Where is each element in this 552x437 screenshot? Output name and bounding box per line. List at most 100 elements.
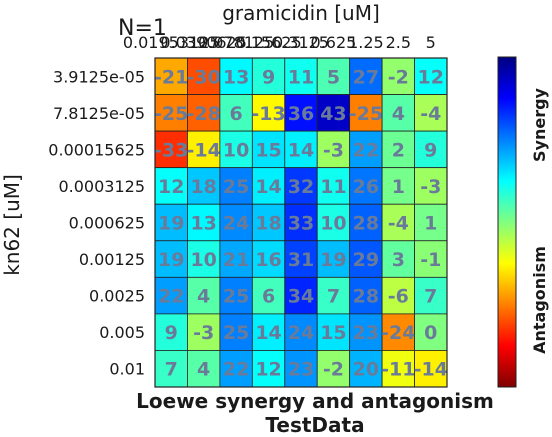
y-tick-label: 0.005 xyxy=(99,323,145,342)
heatmap-cell xyxy=(414,350,448,388)
cell-value-label: -33 xyxy=(154,139,188,161)
cell-value-label: 10 xyxy=(190,249,216,271)
x-tick-label: 1.25 xyxy=(348,33,384,52)
heatmap-cell xyxy=(154,167,188,205)
x-tick-label: 0.0390625 xyxy=(160,33,247,52)
cell-value-label: 43 xyxy=(320,103,346,125)
n-label: N=1 xyxy=(118,16,167,41)
heatmap-cell xyxy=(349,203,383,242)
cell-value-label: 9 xyxy=(262,66,275,88)
x-tick-label: 0.625 xyxy=(311,33,357,52)
plot-border xyxy=(154,57,448,388)
cell-value-label: 21 xyxy=(223,249,249,271)
cell-value-label: -3 xyxy=(420,176,441,198)
colorbar-label-antagonism: Antagonism xyxy=(530,246,549,354)
cell-value-label: 19 xyxy=(158,249,184,271)
cell-value-label: 12 xyxy=(418,66,444,88)
cell-value-label: 0 xyxy=(424,322,437,344)
cell-value-label: 18 xyxy=(190,176,216,198)
heatmap-cell xyxy=(154,130,188,169)
x-tick-label: 0.078125 xyxy=(198,33,274,52)
heatmap-cell xyxy=(381,313,415,351)
heatmap-cell xyxy=(381,130,415,169)
heatmap-cell xyxy=(349,313,383,351)
cell-value-label: 25 xyxy=(223,176,249,198)
cell-value-label: 33 xyxy=(288,213,314,235)
heatmap-cell xyxy=(316,167,351,205)
heatmap-cell xyxy=(219,203,253,242)
chart-title-line-1: Loewe synergy and antagonism xyxy=(136,389,494,413)
cell-value-label: 26 xyxy=(353,176,379,198)
heatmap-cell xyxy=(251,313,286,351)
x-tick-label: 2.5 xyxy=(386,33,411,52)
heatmap-cell xyxy=(414,276,448,315)
cell-value-label: 11 xyxy=(288,66,314,88)
heatmap-cell xyxy=(187,94,221,132)
y-tick-labels: 3.9125e-05 7.8125e-05 0.00015625 0.0003125 0… xyxy=(48,67,145,378)
cell-value-label: -6 xyxy=(388,286,409,308)
cell-value-label: 1 xyxy=(424,213,437,235)
cell-value-label: 36 xyxy=(288,103,314,125)
cell-value-label: 10 xyxy=(223,139,249,161)
cell-value-label: 4 xyxy=(392,103,405,125)
y-tick-label: 0.000625 xyxy=(69,214,145,233)
heatmap-cell xyxy=(381,94,415,132)
heatmap-cell xyxy=(284,94,318,132)
x-tick-label: 0.15625 xyxy=(235,33,301,52)
cell-value-label: 18 xyxy=(255,213,281,235)
y-tick-label: 0.00015625 xyxy=(48,140,145,159)
heatmap-cell xyxy=(349,350,383,388)
cell-value-label: 4 xyxy=(197,286,210,308)
heatmap-cell xyxy=(349,167,383,205)
cell-value-label: -11 xyxy=(381,359,415,381)
cell-value-label: 13 xyxy=(223,66,249,88)
cell-value-label: -2 xyxy=(323,359,344,381)
cell-value-label: 22 xyxy=(158,286,184,308)
cell-value-label: 1 xyxy=(392,176,405,198)
cell-value-label: 11 xyxy=(320,176,346,198)
heatmap-cell xyxy=(316,130,351,169)
cell-value-label: 19 xyxy=(158,213,184,235)
cell-value-label: 22 xyxy=(223,359,249,381)
cell-value-label: 16 xyxy=(255,249,281,271)
cell-value-label: 6 xyxy=(229,103,242,125)
cell-value-label: 12 xyxy=(158,176,184,198)
y-axis-label: kn62 [uM] xyxy=(0,174,24,276)
heatmap-cell xyxy=(316,350,351,388)
heatmap-cell xyxy=(316,94,351,132)
heatmap-cell xyxy=(284,57,318,95)
heatmap-cell xyxy=(187,130,221,169)
y-tick-label: 0.0025 xyxy=(89,287,145,306)
cell-value-label: 34 xyxy=(288,286,314,308)
cell-value-label: 15 xyxy=(255,139,281,161)
heatmap-cell xyxy=(349,130,383,169)
x-tick-label: 5 xyxy=(426,33,436,52)
heatmap-cell xyxy=(154,203,188,242)
heatmap-cell xyxy=(349,57,383,95)
heatmap-cell xyxy=(349,94,383,132)
heatmap-cell xyxy=(349,240,383,278)
cell-value-label: 14 xyxy=(255,322,281,344)
heatmap-cell xyxy=(154,240,188,278)
heatmap-cell xyxy=(284,240,318,278)
cell-value-label: 15 xyxy=(320,322,346,344)
cell-value-label: -3 xyxy=(193,322,214,344)
cell-value-label: 14 xyxy=(255,176,281,198)
heatmap-cell xyxy=(154,350,188,388)
cell-value-label: 27 xyxy=(353,66,379,88)
cell-value-label: -1 xyxy=(420,249,441,271)
heatmap-cell xyxy=(414,167,448,205)
colorbar xyxy=(497,56,517,388)
cell-value-label: -24 xyxy=(381,322,415,344)
heatmap-cell xyxy=(381,240,415,278)
y-tick-label: 0.0003125 xyxy=(58,177,145,196)
y-tick-label: 7.8125e-05 xyxy=(53,104,145,123)
x-axis-label: gramicidin [uM] xyxy=(222,1,380,25)
x-tick-label: 0.3125 xyxy=(273,33,329,52)
cell-value-label: 28 xyxy=(353,213,379,235)
heatmap-cell xyxy=(251,350,286,388)
heatmap-cell xyxy=(187,240,221,278)
cell-value-label: 29 xyxy=(353,249,379,271)
cell-value-label: -14 xyxy=(187,139,221,161)
